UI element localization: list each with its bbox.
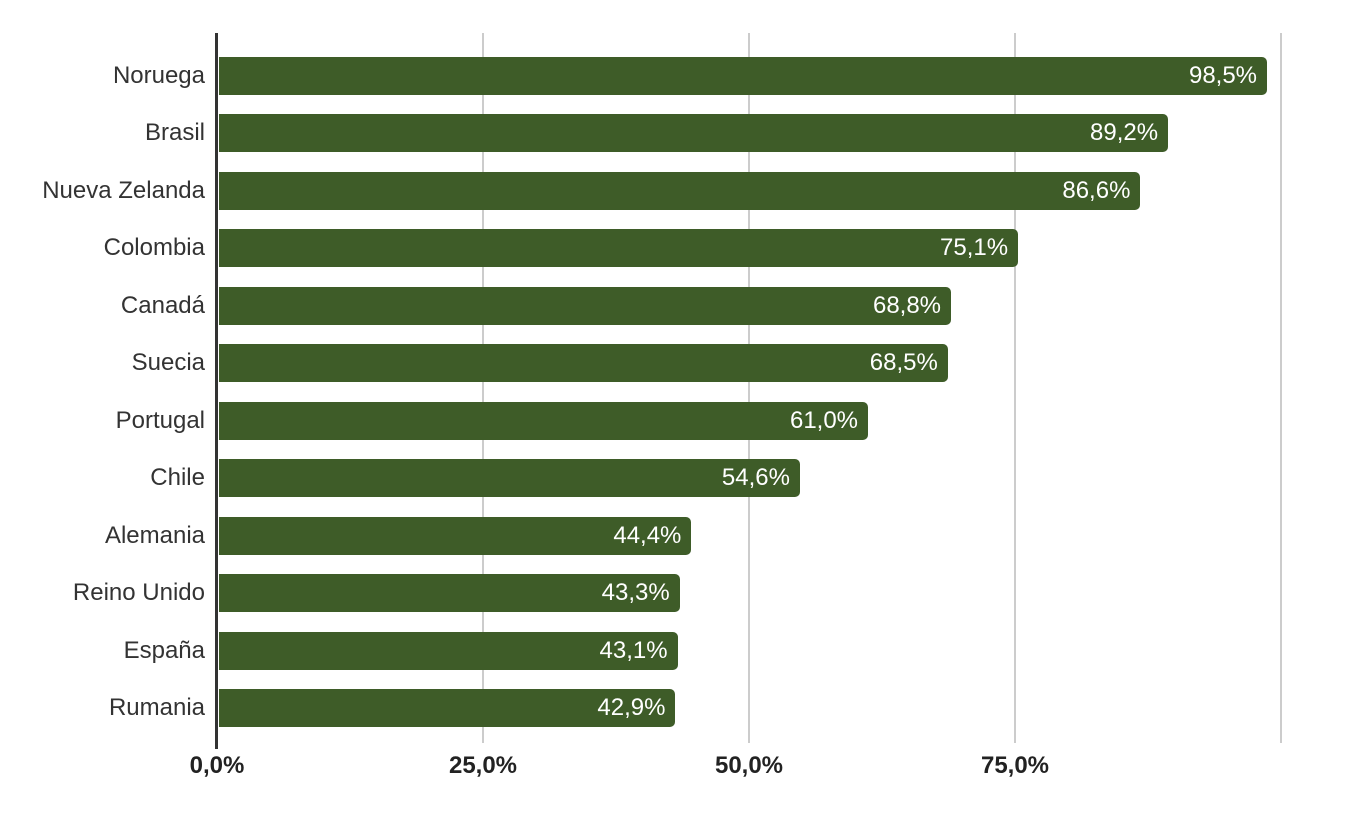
bar-rows-group: Noruega 98,5% Brasil 89,2% Nueva Zelanda 86,6… (0, 33, 1349, 743)
category-label: Nueva Zelanda (42, 176, 205, 204)
value-label: 61,0% (789, 406, 859, 434)
value-label: 43,1% (599, 636, 668, 664)
x-tick-label: 0,0% (189, 752, 245, 779)
bar: 44,4% (219, 516, 692, 555)
category-label: Brasil (144, 119, 205, 147)
bar: 68,5% (219, 344, 948, 383)
bar: 75,1% (219, 229, 1019, 268)
bar: 54,6% (219, 459, 800, 498)
value-label: 75,1% (940, 234, 1009, 262)
category-label: Rumania (108, 694, 205, 722)
category-label: Suecia (131, 349, 205, 377)
y-axis-line (215, 33, 218, 749)
gridline-100 (1280, 33, 1282, 743)
category-label: Canadá (120, 291, 205, 319)
gridline-50 (748, 33, 750, 743)
category-label: Alemania (104, 521, 205, 549)
value-label: 89,2% (1090, 119, 1159, 147)
bar: 43,1% (219, 631, 678, 670)
gridline-75 (1014, 33, 1016, 743)
bar: 42,9% (219, 689, 676, 728)
category-label: España (123, 636, 205, 664)
value-label: 68,8% (872, 291, 942, 319)
value-label: 44,4% (613, 521, 682, 549)
value-label: 68,5% (869, 349, 938, 377)
bar-row: España 43,1% (0, 622, 1349, 680)
category-label: Reino Unido (72, 579, 205, 607)
value-label: 86,6% (1062, 176, 1131, 204)
bar-row: Nueva Zelanda 86,6% (0, 162, 1349, 220)
bar-row: Chile 54,6% (0, 450, 1349, 508)
bar-row: Noruega 98,5% (0, 47, 1349, 105)
bar: 89,2% (219, 114, 1169, 153)
value-label: 54,6% (721, 464, 790, 492)
category-label: Portugal (115, 406, 205, 434)
x-tick-label: 25,0% (448, 752, 518, 779)
value-label: 98,5% (1188, 61, 1258, 89)
bar-row: Canadá 68,8% (0, 277, 1349, 335)
bar-row: Suecia 68,5% (0, 335, 1349, 393)
bar-row: Colombia 75,1% (0, 220, 1349, 278)
gridline-25 (482, 33, 484, 743)
category-label: Chile (150, 464, 205, 492)
category-label: Noruega (112, 61, 205, 89)
bar-row: Portugal 61,0% (0, 392, 1349, 450)
bar-row: Brasil 89,2% (0, 105, 1349, 163)
bar-row: Reino Unido 43,3% (0, 565, 1349, 623)
bar: 86,6% (219, 171, 1141, 210)
bar: 98,5% (219, 56, 1268, 95)
bar: 43,3% (219, 574, 680, 613)
x-tick-label: 50,0% (714, 752, 784, 779)
value-label: 43,3% (601, 579, 670, 607)
value-label: 42,9% (597, 694, 666, 722)
x-tick-label: 75,0% (980, 752, 1050, 779)
bar-row: Rumania 42,9% (0, 680, 1349, 738)
bar-row: Alemania 44,4% (0, 507, 1349, 565)
bar: 68,8% (219, 286, 952, 325)
bar: 61,0% (219, 401, 869, 440)
category-label: Colombia (103, 234, 205, 262)
